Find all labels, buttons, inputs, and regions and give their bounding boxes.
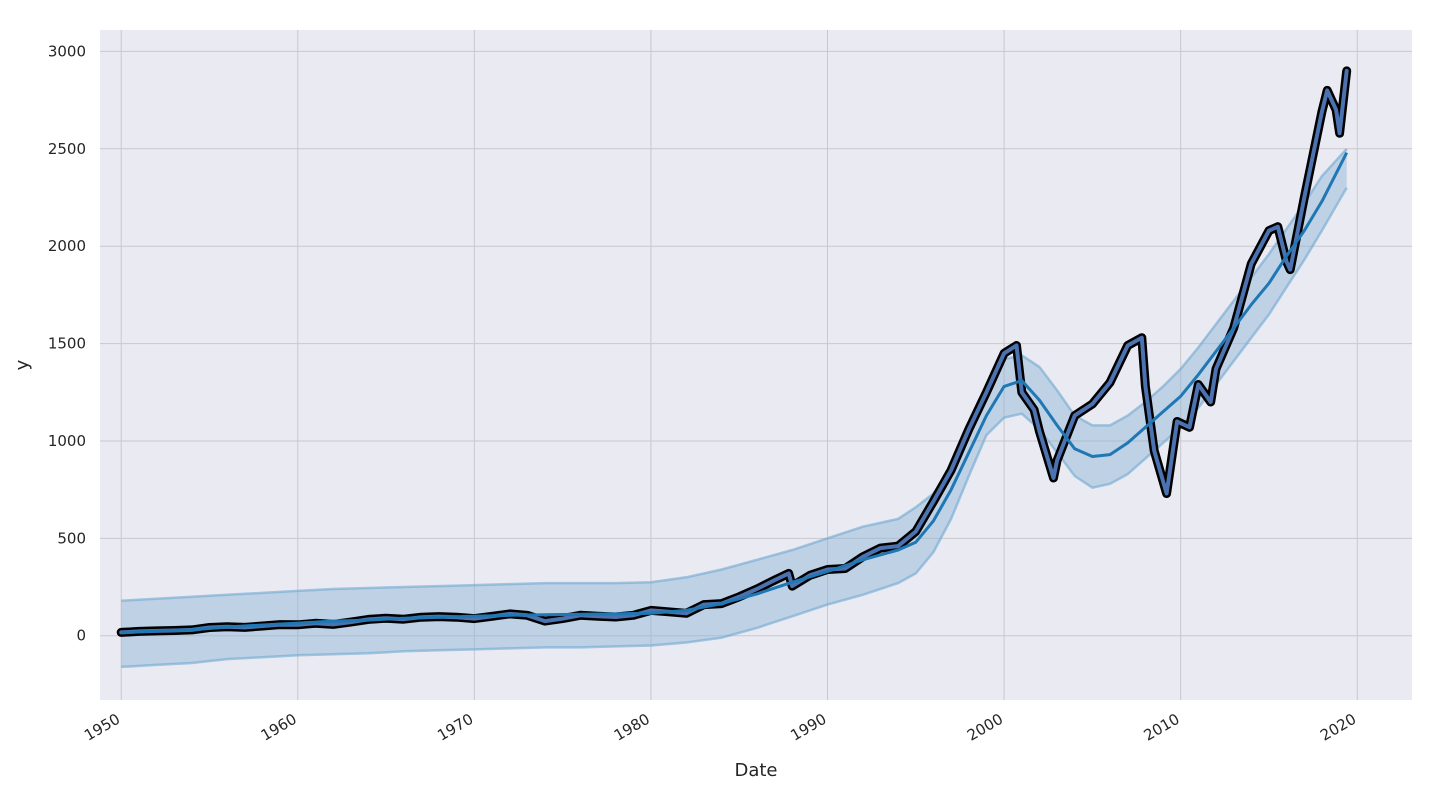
y-tick-label: 2500 xyxy=(48,140,86,158)
x-tick-label: 1980 xyxy=(611,710,653,745)
x-axis-label: Date xyxy=(734,760,777,781)
y-tick-label: 500 xyxy=(57,529,86,547)
forecast-line xyxy=(121,152,1349,635)
x-tick-label: 1960 xyxy=(258,710,300,745)
y-tick-label: 2000 xyxy=(48,237,86,255)
y-tick-label: 1500 xyxy=(48,335,86,353)
band-lower-edge xyxy=(121,187,1348,669)
y-axis-ticks: 0 500 1000 1500 2000 2500 3000 xyxy=(48,42,86,644)
y-axis-label: y xyxy=(12,359,33,370)
band-upper-edge xyxy=(121,147,1348,602)
forecast-yhat xyxy=(121,152,1349,635)
x-axis-ticks: 1950 1960 1970 1980 1990 2000 2010 2020 xyxy=(81,710,1359,745)
y-tick-label: 0 xyxy=(76,627,86,645)
band-area xyxy=(121,148,1347,667)
y-tick-label: 1000 xyxy=(48,432,86,450)
x-tick-label: 1950 xyxy=(81,710,123,745)
x-tick-label: 2020 xyxy=(1317,710,1359,745)
x-tick-label: 2000 xyxy=(964,710,1006,745)
grid-lines xyxy=(100,30,1412,700)
y-tick-label: 3000 xyxy=(48,42,86,60)
x-tick-label: 1990 xyxy=(787,710,829,745)
uncertainty-band xyxy=(121,147,1348,669)
x-tick-label: 1970 xyxy=(434,710,476,745)
x-tick-label: 2010 xyxy=(1141,710,1183,745)
